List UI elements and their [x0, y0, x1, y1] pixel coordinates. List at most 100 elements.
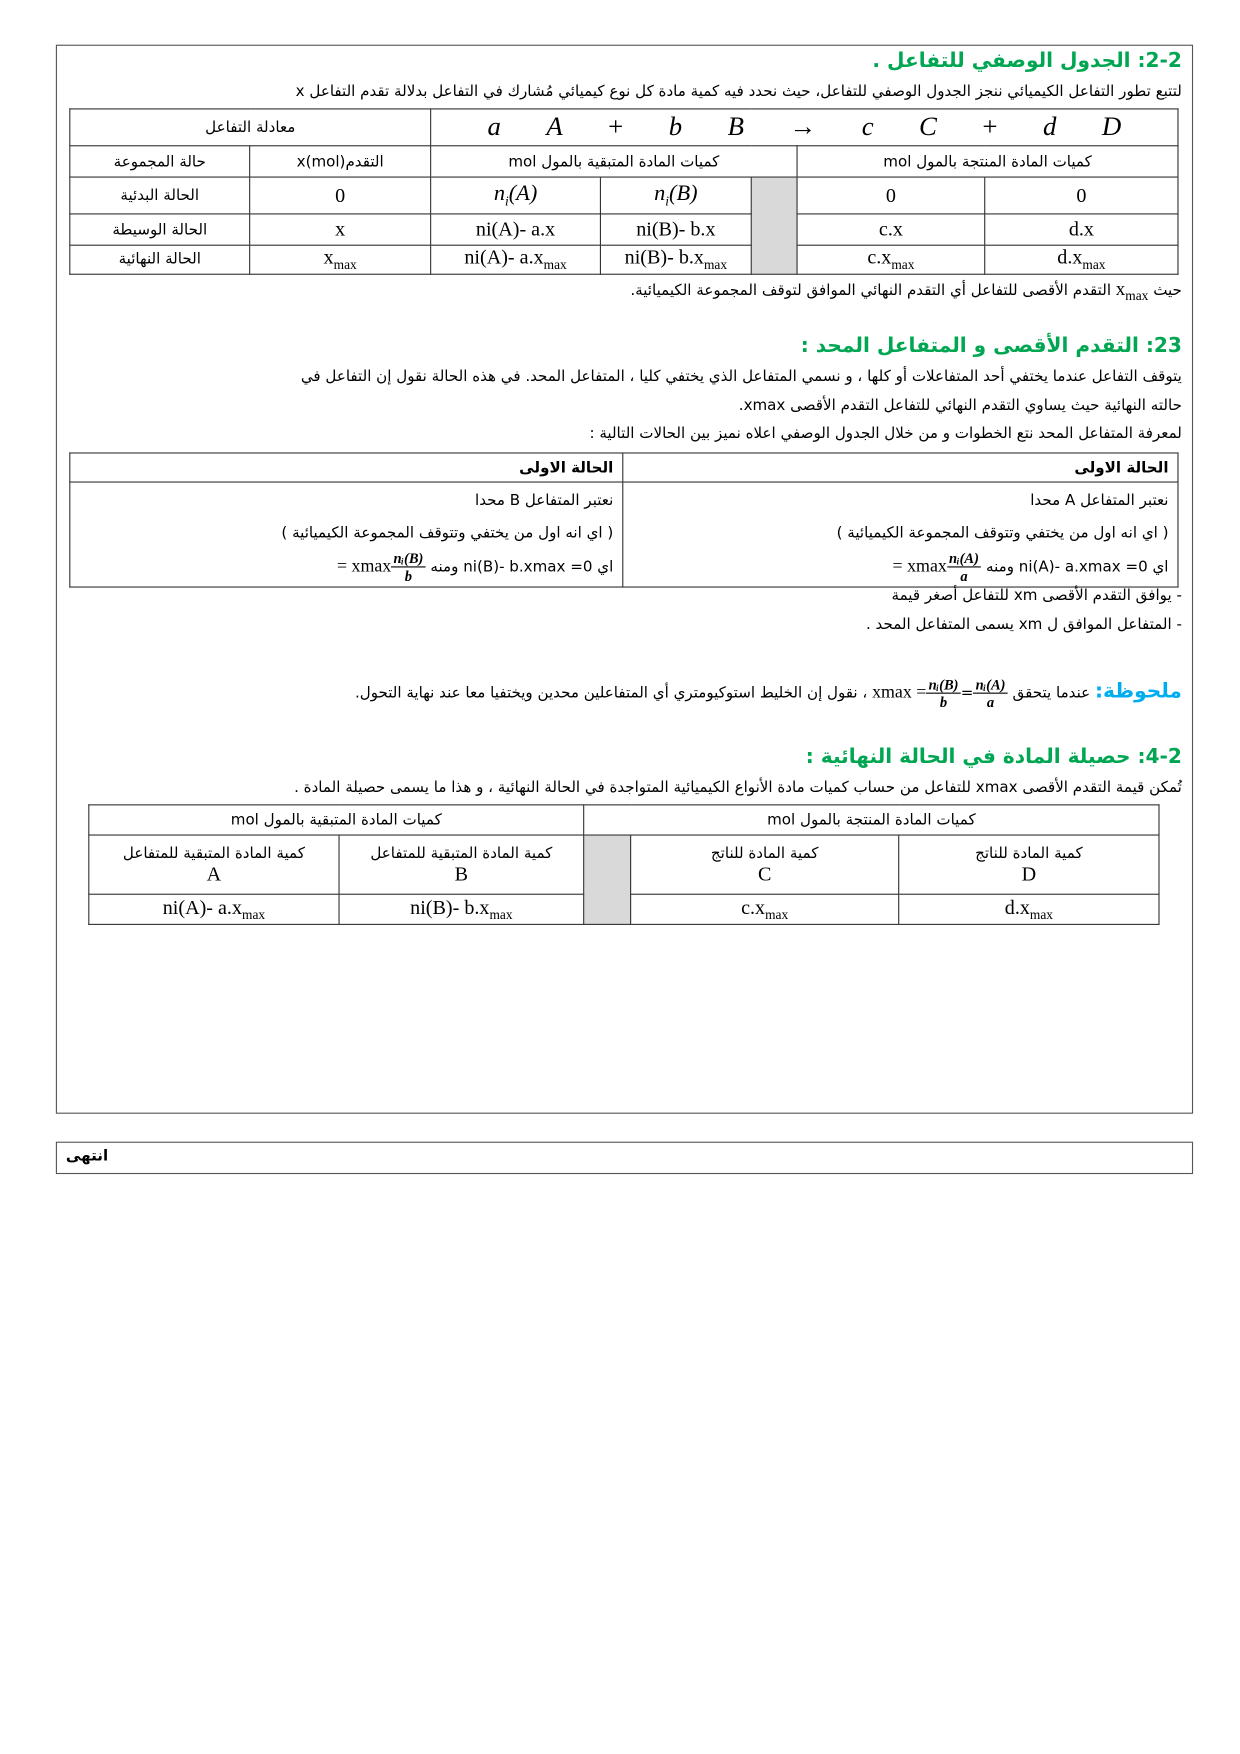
state-initial: الحالة البدئية	[69, 176, 251, 215]
species-a: A	[546, 112, 563, 142]
final-a: ni(A)- a.xmax	[430, 244, 602, 275]
xmax: xmax =	[872, 683, 927, 703]
expr: ni(A)- a.x	[464, 245, 544, 269]
header-advance: التقدمx(mol)	[249, 145, 432, 178]
expr: c.x	[741, 895, 766, 918]
initial-c: 0	[796, 176, 986, 215]
advance-intermediate: x	[249, 213, 432, 246]
sub: max	[543, 256, 567, 273]
sub: i	[504, 193, 509, 209]
sub: max	[1029, 906, 1053, 922]
sub: max	[333, 256, 357, 273]
coef-d: d	[1042, 112, 1057, 142]
case-line: ( اي انه اول من يختفي وتتوقف المجموعة ال…	[836, 523, 1169, 542]
reaction-equation: a A + b B → c C + d D	[430, 108, 1179, 147]
col-b: كمية المادة المتبقية للمتفاعل B	[338, 834, 585, 895]
coef-a: a	[487, 112, 501, 142]
sub: max	[703, 256, 728, 273]
final-b: ni(B)- b.xmax	[338, 893, 585, 925]
case-line: ( اي انه اول من يختفي وتتوقف المجموعة ال…	[281, 523, 614, 542]
case-a-body: نعتبر المتفاعل A محدا ( اي انه اول من يخ…	[622, 481, 1179, 588]
final-d: d.xmax	[984, 244, 1179, 275]
text: ، نقول إن الخليط استوكيومتري أي المتفاعل…	[354, 684, 868, 703]
text: التقدم الأقصى للتفاعل أي التقدم النهائي …	[630, 281, 1112, 300]
species: A	[206, 861, 222, 885]
sub: max	[891, 256, 915, 273]
den: a	[986, 693, 995, 711]
section-heading-max-advance: 23: التقدم الأقصى و المتفاعل المحد :	[800, 334, 1182, 358]
xmax: xmax =	[336, 556, 392, 576]
intermediate-c: c.x	[796, 213, 986, 246]
final-c: c.xmax	[796, 244, 986, 275]
text: عندما يتحقق	[1012, 684, 1091, 703]
advance-final: xmax	[249, 244, 432, 275]
num: nᵢ(A)	[973, 676, 1008, 694]
den: b	[939, 693, 948, 711]
header-reactants: كميات المادة المتبقية بالمول mol	[430, 145, 798, 178]
n: n	[493, 180, 505, 206]
species-d: D	[1101, 112, 1122, 142]
case-equation: اي ni(B)- b.xmax =0 ومنه nᵢ(B) b xmax =	[79, 550, 613, 585]
xmax-definition: حيث xmax التقدم الأقصى للتفاعل أي التقدم…	[630, 278, 1182, 304]
fraction: nᵢ(B) b	[926, 676, 961, 711]
initial-a: ni(A)	[430, 176, 602, 215]
final-b: ni(B)- b.xmax	[599, 244, 752, 275]
initial-d: 0	[984, 176, 1179, 215]
intermediate-b: ni(B)- b.x	[599, 213, 752, 246]
num: nᵢ(B)	[926, 676, 961, 694]
descriptive-table: معادلة التفاعل a A + b B → c C + d D حال…	[69, 108, 1179, 275]
case-line: نعتبر المتفاعل B محدا	[475, 491, 614, 510]
coef-b: b	[668, 112, 683, 142]
section-intro: تُمكن قيمة التقدم الأقصى xmax للتفاعل من…	[294, 778, 1182, 797]
species: D	[1021, 861, 1037, 885]
expr: ni(B)- b.x	[410, 895, 490, 918]
x: x	[323, 245, 334, 269]
species-c: C	[919, 112, 937, 142]
advance-initial: 0	[249, 176, 432, 215]
sub: max	[1082, 256, 1106, 273]
section-heading-material-balance: 4-2: حصيلة المادة في الحالة النهائية :	[805, 745, 1182, 769]
eq: اي ni(B)- b.xmax =0 ومنه	[430, 557, 614, 576]
species-b: B	[727, 112, 744, 142]
case-b-body: نعتبر المتفاعل B محدا ( اي انه اول من يخ…	[69, 481, 624, 588]
paragraph: يتوقف التفاعل عندما يختفي أحد المتفاعلات…	[300, 367, 1182, 386]
eq: اي ni(A)- a.xmax =0 ومنه	[985, 557, 1169, 576]
final-c: c.xmax	[630, 893, 900, 925]
limiting-reactant-cases: الحالة الاولى الحالة الاولى نعتبر المتفا…	[69, 452, 1179, 588]
paragraph: حالته النهائية حيث يساوي التقدم النهائي …	[738, 396, 1182, 415]
expr: d.x	[1004, 895, 1030, 918]
state-intermediate: الحالة الوسيطة	[69, 213, 251, 246]
num: nᵢ(B)	[391, 550, 426, 568]
remark-label: ملحوظة:	[1094, 679, 1182, 704]
sub: max	[1125, 287, 1149, 304]
separator-cell	[583, 834, 632, 925]
state-final: الحالة النهائية	[69, 244, 251, 275]
label: كمية المادة للناتج	[975, 843, 1083, 862]
bullet: - يوافق التقدم الأقصى xm للتفاعل أصغر قي…	[891, 586, 1182, 605]
section-heading-descriptive-table: 2-2: الجدول الوصفي للتفاعل .	[872, 49, 1182, 73]
arg: (A)	[508, 180, 538, 206]
final-d: d.xmax	[898, 893, 1160, 925]
species: C	[757, 861, 772, 885]
sub: max	[242, 906, 266, 922]
arg: (B)	[669, 180, 698, 206]
intermediate-a: ni(A)- a.x	[430, 213, 602, 246]
label: كمية المادة للناتج	[710, 843, 819, 862]
sub: max	[489, 906, 513, 922]
label: كمية المادة المتبقية للمتفاعل	[122, 843, 305, 862]
xmax: xmax	[1116, 278, 1149, 304]
remark: ملحوظة: عندما يتحقق nᵢ(A) a = nᵢ(B) b xmax = …	[354, 675, 1182, 711]
expr: ni(A)- a.x	[162, 895, 243, 918]
case-b-title: الحالة الاولى	[69, 452, 624, 483]
coef-c: c	[861, 112, 874, 142]
col-d: كمية المادة للناتج D	[898, 834, 1160, 895]
den: a	[960, 567, 968, 585]
final-a: ni(A)- a.xmax	[88, 893, 340, 925]
arrow-icon: →	[789, 112, 817, 142]
plus: +	[982, 112, 998, 142]
fraction: nᵢ(A) a	[946, 550, 982, 585]
col-a: كمية المادة المتبقية للمتفاعل A	[88, 834, 340, 895]
fraction: nᵢ(B) b	[391, 550, 426, 584]
expr: ni(B)- b.x	[624, 245, 704, 269]
fraction: nᵢ(A) a	[973, 676, 1008, 711]
